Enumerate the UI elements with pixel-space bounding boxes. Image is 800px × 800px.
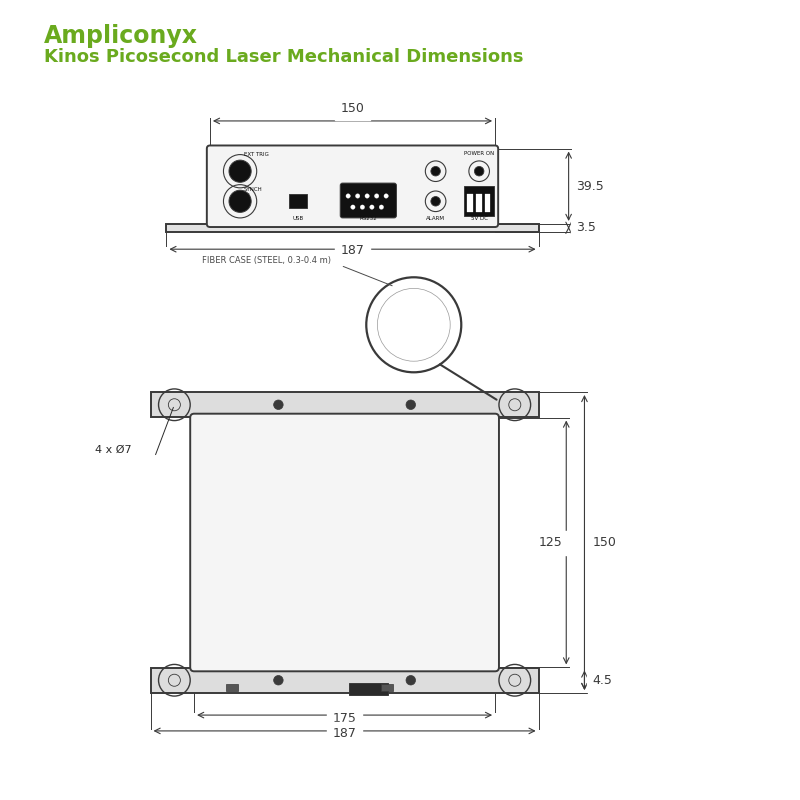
Text: 150: 150	[341, 102, 365, 114]
Text: 175: 175	[333, 711, 357, 725]
Bar	[467, 194, 473, 211]
Circle shape	[274, 400, 283, 410]
Circle shape	[350, 205, 355, 210]
Text: Ampliconyx: Ampliconyx	[44, 24, 198, 48]
Circle shape	[355, 194, 360, 198]
Text: 187: 187	[333, 727, 357, 741]
Circle shape	[229, 160, 251, 182]
Text: ALARM: ALARM	[426, 217, 445, 222]
Text: 39.5: 39.5	[577, 180, 604, 193]
Circle shape	[274, 675, 283, 685]
Text: SYNCH: SYNCH	[244, 186, 262, 192]
Text: 4.5: 4.5	[592, 674, 612, 686]
Bar	[150, 392, 538, 418]
FancyBboxPatch shape	[207, 146, 498, 227]
FancyBboxPatch shape	[190, 414, 499, 671]
Text: RS232: RS232	[359, 217, 378, 222]
Bar	[166, 224, 538, 232]
Bar	[464, 186, 494, 216]
Circle shape	[346, 194, 350, 198]
Circle shape	[384, 194, 388, 198]
Circle shape	[406, 675, 415, 685]
Circle shape	[229, 190, 251, 212]
Circle shape	[431, 197, 440, 206]
Text: FIBER CASE (STEEL, 0.3-0.4 m): FIBER CASE (STEEL, 0.3-0.4 m)	[202, 257, 331, 266]
Circle shape	[365, 194, 370, 198]
Text: 187: 187	[341, 244, 365, 257]
Text: 5V DC: 5V DC	[470, 217, 488, 222]
Text: 4 x Ø7: 4 x Ø7	[95, 444, 132, 454]
Bar	[226, 684, 238, 691]
Circle shape	[374, 194, 379, 198]
Text: POWER ON: POWER ON	[464, 151, 494, 156]
Text: 150: 150	[592, 536, 616, 549]
Circle shape	[406, 400, 415, 410]
Text: EXT TRIG: EXT TRIG	[244, 152, 269, 157]
Bar	[289, 194, 306, 209]
Circle shape	[474, 166, 484, 176]
Circle shape	[379, 205, 384, 210]
Circle shape	[360, 205, 365, 210]
Bar	[476, 194, 482, 211]
Text: Kinos Picosecond Laser Mechanical Dimensions: Kinos Picosecond Laser Mechanical Dimens…	[44, 48, 523, 66]
Circle shape	[370, 205, 374, 210]
Bar	[381, 684, 393, 691]
Text: IN: IN	[244, 193, 250, 198]
Circle shape	[431, 166, 440, 176]
Text: 3.5: 3.5	[577, 222, 597, 234]
Text: 125: 125	[538, 536, 562, 549]
Bar	[150, 667, 538, 693]
Text: USB: USB	[292, 217, 303, 222]
Bar	[485, 194, 490, 211]
FancyBboxPatch shape	[340, 183, 397, 218]
Bar	[349, 682, 388, 695]
